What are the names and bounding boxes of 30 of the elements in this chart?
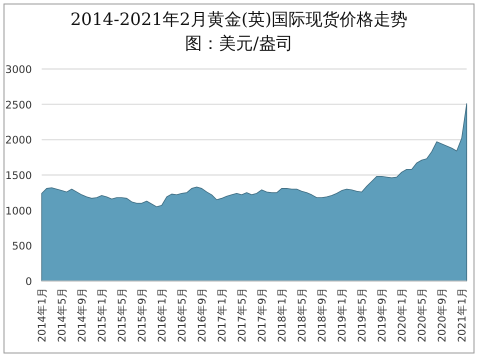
- x-tick-label: 2014年1月: [36, 287, 49, 342]
- chart-title: 2014-2021年2月黄金(英)国际现货价格走势图：美元/盎司: [69, 9, 409, 56]
- x-tick-label: 2018年9月: [316, 287, 329, 342]
- x-tick-label: 2016年9月: [196, 287, 209, 342]
- y-tick-label: 3000: [5, 64, 32, 76]
- x-tick-label: 2020年9月: [436, 287, 449, 342]
- x-tick-label: 2014年5月: [56, 287, 69, 342]
- y-tick-label: 2000: [5, 134, 32, 147]
- y-tick-label: 1000: [5, 205, 32, 218]
- y-tick-label: 1500: [5, 170, 32, 182]
- x-tick-label: 2017年5月: [236, 287, 249, 342]
- x-tick-label: 2019年9月: [376, 287, 389, 342]
- x-tick-label: 2015年9月: [136, 287, 149, 342]
- x-tick-label: 2020年5月: [416, 287, 429, 342]
- y-tick-label: 500: [12, 240, 32, 253]
- x-tick-label: 2020年1月: [396, 287, 409, 342]
- x-tick-label: 2017年1月: [216, 287, 229, 342]
- x-tick-label: 2019年5月: [356, 287, 369, 342]
- x-tick-label: 2015年5月: [116, 287, 129, 342]
- x-tick-label: 2018年1月: [276, 287, 289, 342]
- y-tick-label: 2500: [5, 99, 32, 112]
- x-tick-label: 2017年9月: [256, 287, 269, 342]
- x-tick-label: 2014年9月: [76, 287, 89, 342]
- x-tick-label: 2015年1月: [96, 287, 109, 342]
- x-tick-label: 2021年1月: [456, 287, 469, 342]
- y-tick-label: 0: [25, 276, 32, 288]
- x-tick-label: 2016年1月: [156, 287, 169, 342]
- x-tick-label: 2018年5月: [296, 287, 309, 342]
- x-tick-label: 2016年5月: [176, 287, 189, 342]
- x-tick-label: 2019年1月: [336, 287, 349, 342]
